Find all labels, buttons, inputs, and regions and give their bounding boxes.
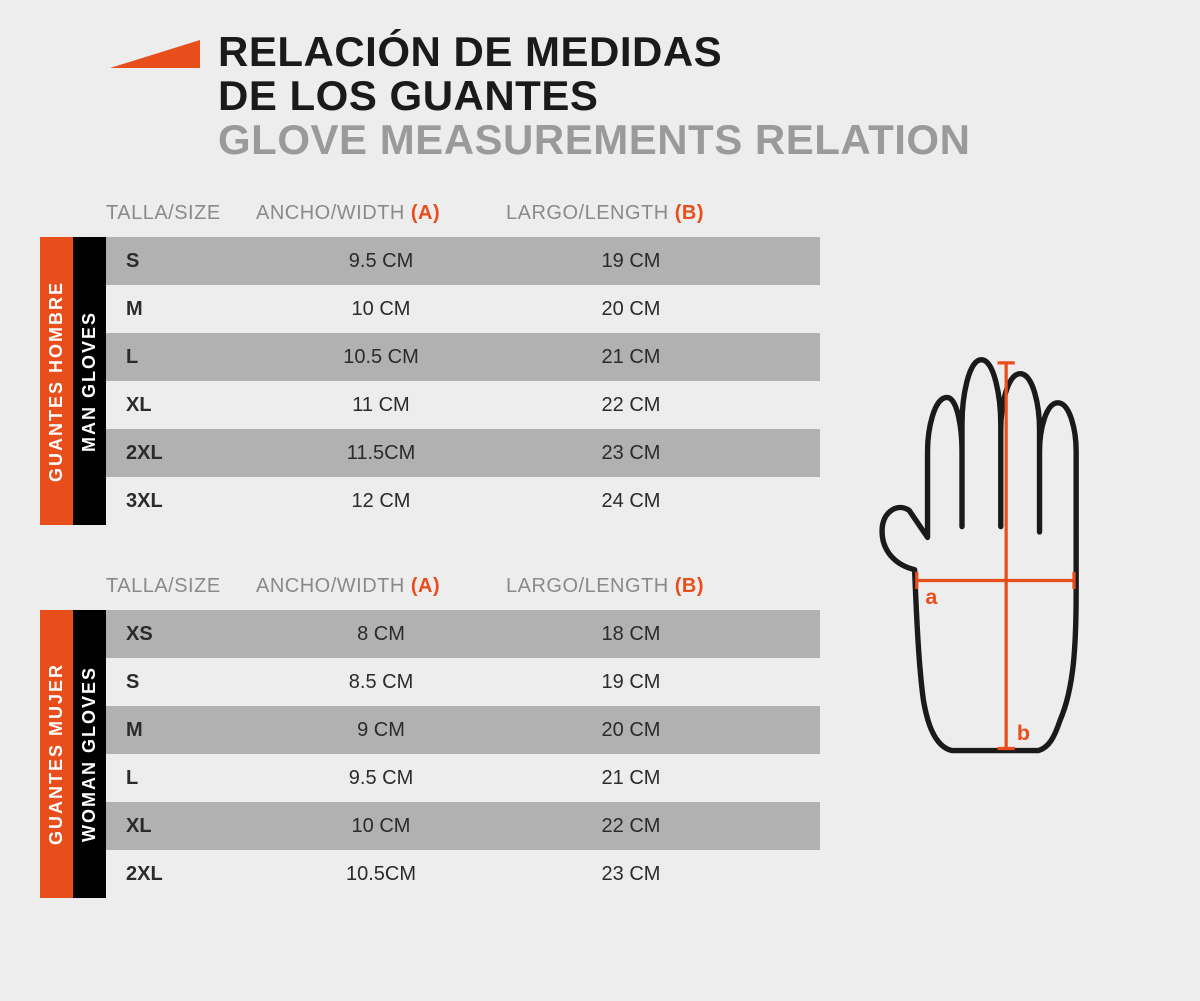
side-labels: GUANTES MUJER WOMAN GLOVES: [40, 610, 106, 898]
table-row: 3XL12 CM24 CM: [106, 477, 820, 525]
table-rows: XS8 CM18 CM S8.5 CM19 CM M9 CM20 CM L9.5…: [106, 610, 820, 898]
table-row: M10 CM20 CM: [106, 285, 820, 333]
diagram-label-a: a: [925, 585, 938, 609]
cell-size: XL: [106, 815, 256, 838]
cell-length: 24 CM: [506, 490, 756, 513]
cell-size: XL: [106, 394, 256, 417]
accent-wedge-icon: [110, 40, 200, 68]
cell-length: 19 CM: [506, 250, 756, 273]
header-size: TALLA/SIZE: [106, 575, 256, 598]
cell-width: 10.5 CM: [256, 346, 506, 369]
table-rows: S9.5 CM19 CM M10 CM20 CM L10.5 CM21 CM X…: [106, 237, 820, 525]
table-row: XL11 CM22 CM: [106, 381, 820, 429]
side-label-en: MAN GLOVES: [73, 237, 106, 525]
cell-length: 20 CM: [506, 298, 756, 321]
header-width: ANCHO/WIDTH (A): [256, 202, 506, 225]
cell-length: 21 CM: [506, 346, 756, 369]
header-width: ANCHO/WIDTH (A): [256, 575, 506, 598]
cell-width: 10 CM: [256, 298, 506, 321]
table-wrap: GUANTES MUJER WOMAN GLOVES XS8 CM18 CM S…: [40, 610, 820, 898]
header-size: TALLA/SIZE: [106, 202, 256, 225]
cell-length: 19 CM: [506, 671, 756, 694]
cell-length: 23 CM: [506, 863, 756, 886]
hand-outline: [882, 360, 1076, 751]
title-block: RELACIÓN DE MEDIDAS DE LOS GUANTES GLOVE…: [218, 30, 970, 162]
cell-size: 3XL: [106, 490, 256, 513]
cell-width: 9.5 CM: [256, 767, 506, 790]
table-row: XL10 CM22 CM: [106, 802, 820, 850]
table-row: 2XL11.5CM23 CM: [106, 429, 820, 477]
table-wrap: GUANTES HOMBRE MAN GLOVES S9.5 CM19 CM M…: [40, 237, 820, 525]
tables-column: TALLA/SIZE ANCHO/WIDTH (A) LARGO/LENGTH …: [40, 202, 820, 948]
table-row: S8.5 CM19 CM: [106, 658, 820, 706]
content-area: TALLA/SIZE ANCHO/WIDTH (A) LARGO/LENGTH …: [40, 202, 1160, 948]
hand-diagram-icon: a b: [850, 322, 1130, 774]
cell-size: 2XL: [106, 442, 256, 465]
cell-width: 9.5 CM: [256, 250, 506, 273]
title-line-2: DE LOS GUANTES: [218, 74, 970, 118]
cell-size: L: [106, 767, 256, 790]
table-row: L9.5 CM21 CM: [106, 754, 820, 802]
cell-length: 23 CM: [506, 442, 756, 465]
table-row: M9 CM20 CM: [106, 706, 820, 754]
cell-size: M: [106, 298, 256, 321]
side-label-es: GUANTES HOMBRE: [40, 237, 73, 525]
cell-size: XS: [106, 623, 256, 646]
title-line-3: GLOVE MEASUREMENTS RELATION: [218, 118, 970, 162]
title-line-1: RELACIÓN DE MEDIDAS: [218, 30, 970, 74]
page-header: RELACIÓN DE MEDIDAS DE LOS GUANTES GLOVE…: [110, 30, 1160, 162]
header-length: LARGO/LENGTH (B): [506, 202, 756, 225]
cell-size: L: [106, 346, 256, 369]
diagram-label-b: b: [1017, 721, 1030, 745]
cell-length: 21 CM: [506, 767, 756, 790]
hand-diagram-column: a b: [820, 202, 1160, 774]
cell-size: 2XL: [106, 863, 256, 886]
cell-length: 22 CM: [506, 394, 756, 417]
table-row: S9.5 CM19 CM: [106, 237, 820, 285]
side-label-en: WOMAN GLOVES: [73, 610, 106, 898]
cell-width: 8 CM: [256, 623, 506, 646]
cell-width: 11 CM: [256, 394, 506, 417]
cell-length: 18 CM: [506, 623, 756, 646]
column-headers: TALLA/SIZE ANCHO/WIDTH (A) LARGO/LENGTH …: [40, 575, 820, 598]
header-length: LARGO/LENGTH (B): [506, 575, 756, 598]
column-headers: TALLA/SIZE ANCHO/WIDTH (A) LARGO/LENGTH …: [40, 202, 820, 225]
cell-width: 11.5CM: [256, 442, 506, 465]
cell-size: S: [106, 671, 256, 694]
cell-length: 22 CM: [506, 815, 756, 838]
cell-length: 20 CM: [506, 719, 756, 742]
cell-width: 10 CM: [256, 815, 506, 838]
cell-width: 9 CM: [256, 719, 506, 742]
table-row: XS8 CM18 CM: [106, 610, 820, 658]
side-label-es: GUANTES MUJER: [40, 610, 73, 898]
woman-gloves-table: TALLA/SIZE ANCHO/WIDTH (A) LARGO/LENGTH …: [40, 575, 820, 898]
cell-width: 10.5CM: [256, 863, 506, 886]
cell-size: S: [106, 250, 256, 273]
cell-width: 12 CM: [256, 490, 506, 513]
cell-width: 8.5 CM: [256, 671, 506, 694]
table-row: L10.5 CM21 CM: [106, 333, 820, 381]
man-gloves-table: TALLA/SIZE ANCHO/WIDTH (A) LARGO/LENGTH …: [40, 202, 820, 525]
table-row: 2XL10.5CM23 CM: [106, 850, 820, 898]
cell-size: M: [106, 719, 256, 742]
side-labels: GUANTES HOMBRE MAN GLOVES: [40, 237, 106, 525]
